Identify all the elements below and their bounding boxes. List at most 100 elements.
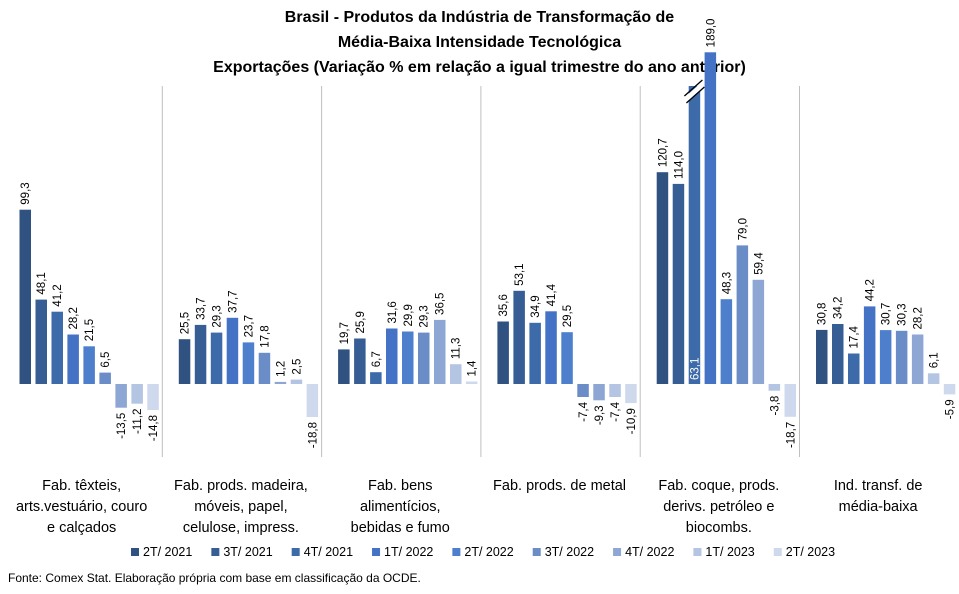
data-label: 11,3 [451,338,463,360]
legend-label: 1T/ 2022 [384,545,433,559]
bar [115,384,127,408]
bar [704,52,717,385]
legend-swatch [211,548,220,556]
bar [529,322,541,384]
data-label: 79,0 [737,218,749,240]
data-label: 29,5 [562,305,574,327]
data-label: -7,4 [578,401,590,421]
data-label: 44,2 [865,279,877,301]
data-label: 35,6 [498,294,510,316]
legend-swatch [291,548,300,556]
axis-break-line [685,86,705,104]
legend-swatch [613,548,622,556]
bar [784,384,796,417]
bar [258,352,271,384]
data-label: 99,3 [20,182,32,204]
category-label: arts.vestuário, couro [16,499,147,515]
bar [609,384,621,397]
data-label: 1,4 [467,360,479,377]
bar [418,332,430,384]
bar [434,319,446,384]
category-label: derivs. petróleo e [663,499,774,515]
bar [593,384,605,401]
bar [83,346,95,384]
axis-break-gap [683,82,706,102]
bar [577,384,589,397]
bar [832,324,844,384]
data-label: 114,0 [673,151,685,179]
data-label: 2,5 [291,359,303,375]
data-label: 36,5 [435,293,447,315]
bar [927,373,940,384]
data-label: 33,7 [196,297,208,319]
bar [99,372,111,384]
data-label: -5,9 [945,399,957,419]
data-label: 19,7 [339,322,351,344]
data-label: 53,1 [514,263,526,285]
data-label: 25,9 [355,311,367,333]
data-label: 30,7 [881,303,893,325]
bar [625,384,637,404]
category-label: bebidas e fumo [351,520,450,536]
bar [513,290,525,384]
bar [768,384,781,391]
data-label: 17,8 [259,325,271,347]
bar [226,317,239,384]
bar [354,338,366,384]
data-label: 59,4 [753,252,765,275]
legend-swatch [372,548,381,556]
bar [848,353,860,384]
bar [19,209,31,384]
legend-label: 4T/ 2022 [625,545,674,559]
bar [561,332,573,384]
data-label: -18,7 [785,422,797,448]
data-label: 37,7 [227,290,239,312]
data-label: 31,6 [387,301,399,323]
bar [465,381,478,384]
legend-label: 3T/ 2021 [223,545,272,559]
bar [131,384,143,404]
data-label: 28,2 [913,307,925,329]
legend-label: 4T/ 2021 [304,545,353,559]
bar [720,299,733,384]
data-label: -9,3 [594,405,606,425]
bar [274,381,287,384]
category-label: Fab. bens [368,478,433,494]
data-label: 6,7 [371,351,383,367]
legend-swatch [693,548,702,556]
data-label: 48,3 [721,272,733,294]
data-label: 189,0 [705,19,717,48]
bar [402,331,414,384]
bar [688,86,701,384]
category-label: Fab. coque, prods. [658,478,779,494]
legend-label: 2T/ 2022 [464,545,513,559]
bar [863,306,876,384]
bar [879,330,892,384]
axis-break-mark [683,79,706,104]
data-label: 29,9 [403,304,415,326]
legend-swatch [452,548,461,556]
legend-label: 2T/ 2023 [786,545,835,559]
category-label: celulose, impress. [183,520,299,536]
data-label: 30,3 [897,303,909,325]
chart-title-line-3: Exportações (Variação % em relação a igu… [213,59,746,76]
category-label: média-baixa [839,499,919,515]
bar [656,172,669,384]
bar [943,384,956,395]
bar [67,334,79,384]
bar [194,324,207,384]
axis-break-line [683,79,703,97]
data-label: 17,4 [849,325,861,348]
category-label: alimentícios, [360,499,441,515]
category-label: biocombs. [686,520,752,536]
legend-swatch [131,548,139,556]
data-label: 48,1 [36,272,48,294]
data-label: -7,4 [610,401,622,421]
data-label: 29,3 [419,305,431,327]
data-label: 63,1 [689,358,701,380]
data-label: -14,8 [148,415,160,441]
legend-swatch [773,548,782,556]
bar [290,379,303,384]
data-label: 1,2 [275,361,287,377]
